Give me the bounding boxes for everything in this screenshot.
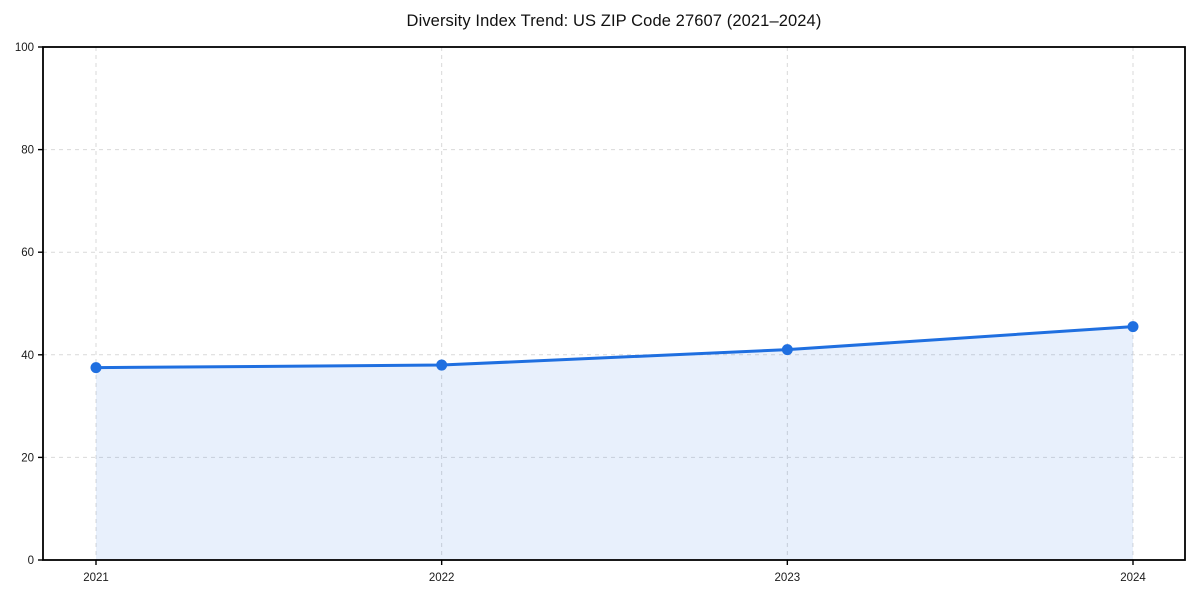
x-tick-label: 2023 [775,572,801,584]
data-point-marker [90,362,102,374]
data-point-marker [436,359,448,371]
y-tick-label: 60 [21,247,34,259]
y-tick-label: 40 [21,350,34,362]
data-point-marker [1127,321,1139,333]
trend-line [94,325,1135,370]
chart-title: Diversity Index Trend: US ZIP Code 27607… [406,12,822,30]
y-tick-label: 100 [15,42,34,54]
plot-frame [42,46,1186,561]
data-point-marker [781,344,793,356]
x-tick-label: 2021 [83,572,109,584]
area-fill [96,326,1133,560]
x-tick-label: 2024 [1120,572,1146,584]
x-tick-label: 2022 [429,572,455,584]
y-tick-label: 20 [21,452,34,464]
y-tick-label: 80 [21,145,34,157]
y-tick-label: 0 [28,555,34,567]
